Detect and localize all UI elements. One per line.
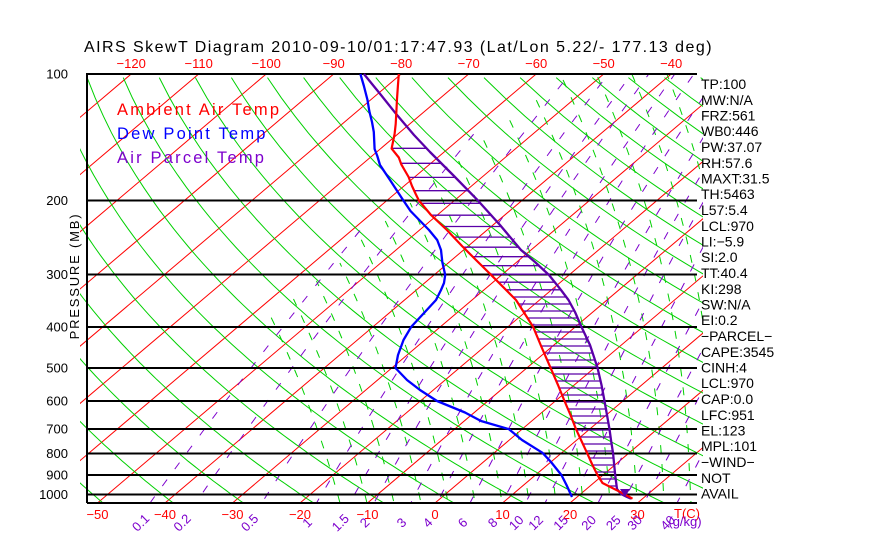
svg-text:20: 20 xyxy=(563,507,577,522)
svg-text:WB0:446: WB0:446 xyxy=(701,123,759,139)
svg-text:100: 100 xyxy=(46,67,68,82)
svg-text:MPL:101: MPL:101 xyxy=(701,438,757,454)
svg-text:10: 10 xyxy=(495,507,509,522)
svg-text:−20: −20 xyxy=(289,507,311,522)
svg-text:KI:298: KI:298 xyxy=(701,281,742,297)
svg-text:700: 700 xyxy=(46,422,68,437)
svg-text:(g/kg): (g/kg) xyxy=(668,514,701,529)
svg-text:LCL:970: LCL:970 xyxy=(701,375,754,391)
svg-text:EL:123: EL:123 xyxy=(701,423,746,439)
svg-text:CAPE:3545: CAPE:3545 xyxy=(701,344,774,360)
svg-text:200: 200 xyxy=(46,193,68,208)
svg-text:LI:−5.9: LI:−5.9 xyxy=(701,234,744,250)
svg-text:T(C): T(C) xyxy=(674,506,700,521)
svg-text:LCL:970: LCL:970 xyxy=(701,218,754,234)
svg-text:−WIND−: −WIND− xyxy=(701,454,755,470)
svg-text:−50: −50 xyxy=(593,56,615,71)
svg-text:600: 600 xyxy=(46,394,68,409)
svg-text:300: 300 xyxy=(46,267,68,282)
svg-text:400: 400 xyxy=(46,320,68,335)
svg-text:−120: −120 xyxy=(117,56,146,71)
svg-text:−PARCEL−: −PARCEL− xyxy=(701,328,772,344)
svg-text:EI:0.2: EI:0.2 xyxy=(701,312,738,328)
svg-text:TT:40.4: TT:40.4 xyxy=(701,265,748,281)
svg-text:FRZ:561: FRZ:561 xyxy=(701,108,756,124)
svg-text:CAP:0.0: CAP:0.0 xyxy=(701,391,753,407)
svg-text:30: 30 xyxy=(630,507,644,522)
svg-text:−50: −50 xyxy=(86,507,108,522)
svg-text:NOT: NOT xyxy=(701,470,731,486)
svg-text:PRESSURE (MB): PRESSURE (MB) xyxy=(67,213,82,340)
svg-text:RH:57.6: RH:57.6 xyxy=(701,155,753,171)
svg-text:−110: −110 xyxy=(185,56,213,71)
svg-text:800: 800 xyxy=(46,446,68,461)
svg-text:SI:2.0: SI:2.0 xyxy=(701,249,738,265)
svg-text:Ambient Air Temp: Ambient Air Temp xyxy=(117,101,281,119)
svg-text:1000: 1000 xyxy=(39,487,68,502)
svg-text:Air Parcel Temp: Air Parcel Temp xyxy=(117,149,266,167)
svg-text:0: 0 xyxy=(431,507,438,522)
svg-text:AIRS SkewT Diagram 2010-09-10/: AIRS SkewT Diagram 2010-09-10/01:17:47.9… xyxy=(84,39,713,56)
svg-text:−40: −40 xyxy=(660,56,682,71)
svg-text:TH:5463: TH:5463 xyxy=(701,186,755,202)
svg-text:MW:N/A: MW:N/A xyxy=(701,92,754,108)
svg-text:TP:100: TP:100 xyxy=(701,76,746,92)
svg-text:−80: −80 xyxy=(390,56,412,71)
svg-text:−10: −10 xyxy=(356,507,378,522)
svg-text:MAXT:31.5: MAXT:31.5 xyxy=(701,171,770,187)
svg-text:PW:37.07: PW:37.07 xyxy=(701,139,762,155)
svg-text:CINH:4: CINH:4 xyxy=(701,360,747,376)
svg-text:−30: −30 xyxy=(221,507,243,522)
svg-text:AVAIL: AVAIL xyxy=(701,486,739,502)
svg-text:−90: −90 xyxy=(323,56,345,71)
svg-text:−100: −100 xyxy=(252,56,281,71)
svg-text:−70: −70 xyxy=(458,56,480,71)
svg-text:Dew Point Temp: Dew Point Temp xyxy=(117,125,268,143)
svg-text:900: 900 xyxy=(46,468,68,483)
svg-text:SW:N/A: SW:N/A xyxy=(701,297,751,313)
svg-text:L57:5.4: L57:5.4 xyxy=(701,202,748,218)
svg-text:−60: −60 xyxy=(525,56,547,71)
svg-text:−40: −40 xyxy=(154,507,176,522)
svg-text:LFC:951: LFC:951 xyxy=(701,407,755,423)
svg-text:500: 500 xyxy=(46,360,68,375)
